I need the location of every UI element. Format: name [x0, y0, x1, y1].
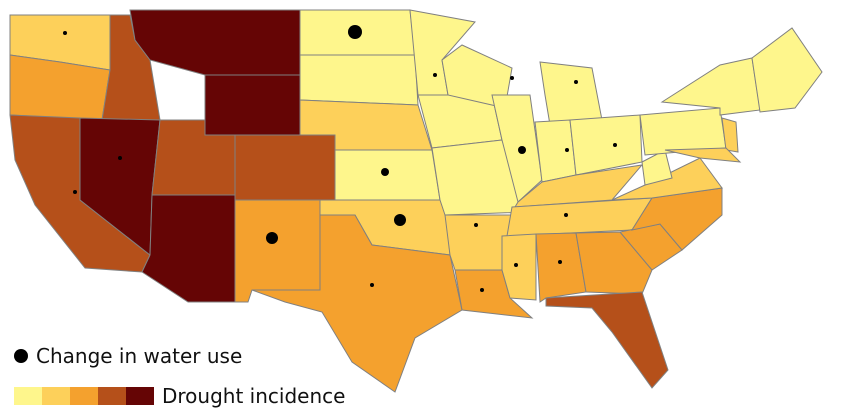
state-co [234, 134, 336, 201]
state-nj [721, 117, 739, 153]
water-use-dot-ms [514, 263, 518, 267]
drought-color-scale [14, 387, 154, 405]
water-use-dot-ok [394, 214, 406, 226]
water-use-dot-nv [118, 156, 122, 160]
drought-swatch-4 [98, 387, 126, 405]
state-al [535, 232, 587, 303]
water-use-dot-il [518, 146, 526, 154]
water-use-dot-al [558, 260, 562, 264]
state-il [491, 94, 543, 203]
legend-water-use: Change in water use [14, 344, 242, 368]
water-use-dot-icon [14, 349, 28, 363]
state-la [454, 269, 534, 319]
state-oh [569, 114, 643, 176]
water-use-dot-ar [474, 223, 478, 227]
drought-swatch-2 [42, 387, 70, 405]
water-use-dot-nm [266, 232, 278, 244]
legend-drought-label: Drought incidence [162, 384, 346, 408]
state-wy [204, 74, 301, 136]
state-mo [431, 139, 529, 216]
drought-swatch-3 [70, 387, 98, 405]
water-use-dot-oh [613, 143, 617, 147]
water-use-dot-wi [510, 76, 514, 80]
state-nm [234, 199, 321, 303]
drought-swatch-1 [14, 387, 42, 405]
state-md [664, 147, 742, 163]
state-ny [660, 57, 761, 116]
water-use-dot-tx [370, 283, 374, 287]
water-use-dot-ks [381, 168, 389, 176]
state-in [534, 119, 577, 183]
state-id [101, 14, 161, 121]
state-mi [539, 61, 603, 126]
state-ms [501, 233, 537, 301]
legend-water-use-label: Change in water use [36, 344, 243, 368]
water-use-dot-la [480, 288, 484, 292]
water-use-dot-tn [564, 213, 568, 217]
state-fl [545, 291, 669, 389]
state-mt [129, 9, 301, 76]
water-use-dot-wa [63, 31, 67, 35]
water-use-dot-ca [73, 190, 77, 194]
state-wi [441, 44, 513, 109]
water-use-dot-in [565, 148, 569, 152]
legend-drought: Drought incidence [14, 384, 345, 408]
drought-swatch-5 [126, 387, 154, 405]
water-use-dot-mn [433, 73, 437, 77]
water-use-dot-nd [348, 25, 362, 39]
state-sd [299, 54, 419, 106]
water-use-dot-mi [574, 80, 578, 84]
state-ne_region [751, 27, 823, 113]
state-tx [251, 214, 463, 393]
state-az [141, 194, 236, 303]
